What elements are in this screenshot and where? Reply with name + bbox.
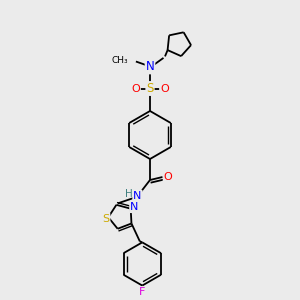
Text: S: S	[146, 82, 154, 95]
Text: N: N	[133, 190, 142, 201]
Text: S: S	[102, 214, 110, 224]
Text: F: F	[139, 287, 146, 297]
Text: O: O	[164, 172, 172, 182]
Text: H: H	[125, 189, 133, 199]
Text: O: O	[131, 83, 140, 94]
Text: O: O	[160, 83, 169, 94]
Text: N: N	[130, 202, 139, 212]
Text: N: N	[146, 60, 154, 74]
Text: CH₃: CH₃	[112, 56, 128, 65]
